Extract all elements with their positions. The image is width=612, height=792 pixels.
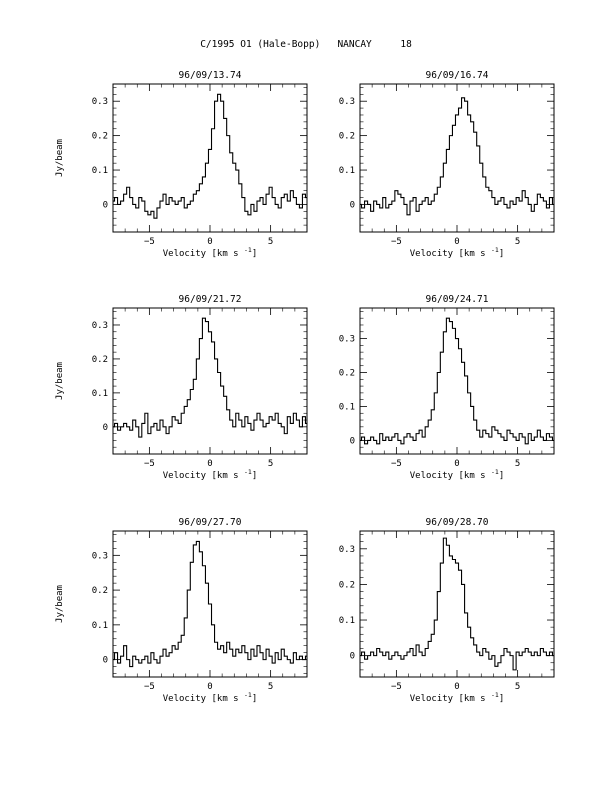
x-tick-label: 5	[515, 459, 520, 469]
y-axis-label: Jy/beam	[55, 585, 65, 623]
x-tick-label: −5	[391, 459, 402, 469]
y-tick-label: 0.2	[339, 369, 355, 379]
y-tick-label: 0.2	[92, 132, 108, 142]
spectrum-panel-3: 96/09/21.72 −5 0 5 0 0.1 0.2 0.3 Velocity [km s …	[55, 294, 308, 481]
x-axis-label-close: ]	[252, 249, 257, 259]
plot-frame	[359, 307, 555, 455]
y-tick-label: 0.3	[339, 545, 355, 555]
y-tick-label: 0.3	[92, 551, 108, 561]
x-axis-label-close: ]	[499, 694, 504, 704]
x-axis-label-superscript: -1	[244, 468, 252, 476]
panel-title: 96/09/13.74	[179, 70, 242, 81]
x-axis-label-superscript: -1	[491, 468, 499, 476]
x-axis-label-text: Velocity [km s	[410, 471, 491, 481]
spectrum-panel-5: 96/09/27.70 −5 0 5 0 0.1 0.2 0.3 Velocity [km s …	[55, 517, 308, 704]
spectrum-panel-4: 96/09/24.71 −5 0 5 0 0.1 0.2 0.3 Velocity [km s …	[339, 294, 555, 481]
y-tick-label: 0.2	[92, 355, 108, 365]
x-tick-label: 5	[268, 237, 273, 247]
y-tick-label: 0.1	[339, 166, 355, 176]
y-tick-label: 0.1	[92, 389, 108, 399]
spectrum-line	[113, 93, 307, 219]
x-axis-label: Velocity [km s -1]	[410, 468, 505, 481]
x-axis-label-text: Velocity [km s	[163, 471, 244, 481]
panel-title: 96/09/21.72	[179, 294, 242, 305]
spectrum-line	[113, 317, 307, 438]
y-tick-label: 0.1	[92, 621, 108, 631]
x-tick-label: 0	[454, 682, 459, 692]
x-tick-label: 5	[268, 459, 273, 469]
x-axis-label: Velocity [km s -1]	[163, 691, 258, 704]
x-tick-label: 0	[454, 459, 459, 469]
y-tick-label: 0	[350, 200, 355, 210]
y-axis-label: Jy/beam	[55, 362, 65, 400]
y-tick-label: 0	[103, 423, 108, 433]
x-tick-label: −5	[391, 237, 402, 247]
x-tick-label: 5	[515, 237, 520, 247]
x-tick-label: −5	[391, 682, 402, 692]
spectrum-line	[360, 317, 554, 445]
x-axis-label-text: Velocity [km s	[410, 249, 491, 259]
x-axis-label-close: ]	[499, 249, 504, 259]
y-tick-label: 0.2	[339, 580, 355, 590]
x-tick-label: 0	[207, 237, 212, 247]
y-tick-label: 0	[350, 436, 355, 446]
plot-frame	[112, 83, 308, 233]
x-axis-label: Velocity [km s -1]	[410, 691, 505, 704]
panel-title: 96/09/16.74	[426, 70, 489, 81]
x-axis-label-close: ]	[252, 471, 257, 481]
x-axis-label-text: Velocity [km s	[163, 694, 244, 704]
x-axis-label-superscript: -1	[244, 691, 252, 699]
x-tick-label: 0	[207, 682, 212, 692]
x-tick-label: 5	[268, 682, 273, 692]
panel-title: 96/09/28.70	[426, 517, 489, 528]
x-axis-label-superscript: -1	[244, 246, 252, 254]
y-tick-label: 0.3	[92, 321, 108, 331]
y-tick-label: 0.2	[339, 132, 355, 142]
x-axis-label-superscript: -1	[491, 691, 499, 699]
y-tick-label: 0.1	[339, 616, 355, 626]
spectrum-line	[113, 540, 307, 668]
plot-frame	[359, 83, 555, 233]
y-tick-label: 0	[103, 656, 108, 666]
x-tick-label: −5	[144, 682, 155, 692]
panel-title: 96/09/27.70	[179, 517, 242, 528]
y-tick-label: 0.1	[339, 402, 355, 412]
spectrum-panel-1: 96/09/13.74 −5 0 5 0 0.1 0.2 0.3 Velocity [km s …	[55, 70, 308, 259]
x-axis-label-text: Velocity [km s	[410, 694, 491, 704]
spectrum-panel-2: 96/09/16.74 −5 0 5 0 0.1 0.2 0.3 Velocity [km s …	[339, 70, 555, 259]
y-tick-label: 0.2	[92, 586, 108, 596]
x-axis-label-superscript: -1	[491, 246, 499, 254]
panel-title: 96/09/24.71	[426, 294, 489, 305]
y-tick-label: 0.3	[339, 335, 355, 345]
spectrum-panel-6: 96/09/28.70 −5 0 5 0 0.1 0.2 0.3 Velocity [km s …	[339, 517, 555, 704]
x-axis-label-close: ]	[499, 471, 504, 481]
y-tick-label: 0	[103, 200, 108, 210]
x-axis-label-close: ]	[252, 694, 257, 704]
y-tick-label: 0	[350, 652, 355, 662]
x-axis-label: Velocity [km s -1]	[163, 468, 258, 481]
x-tick-label: −5	[144, 237, 155, 247]
x-tick-label: 0	[207, 459, 212, 469]
x-axis-label-text: Velocity [km s	[163, 249, 244, 259]
y-tick-label: 0.1	[92, 166, 108, 176]
y-tick-label: 0.3	[339, 97, 355, 107]
x-tick-label: 0	[454, 237, 459, 247]
x-axis-label: Velocity [km s -1]	[410, 246, 505, 259]
spectrum-line	[360, 537, 554, 671]
x-axis-label: Velocity [km s -1]	[163, 246, 258, 259]
spectrum-line	[360, 97, 554, 216]
page-title: C/1995 O1 (Hale-Bopp) NANCAY 18	[200, 39, 412, 50]
y-tick-label: 0.3	[92, 97, 108, 107]
x-tick-label: 5	[515, 682, 520, 692]
x-tick-label: −5	[144, 459, 155, 469]
y-axis-label: Jy/beam	[55, 139, 65, 177]
